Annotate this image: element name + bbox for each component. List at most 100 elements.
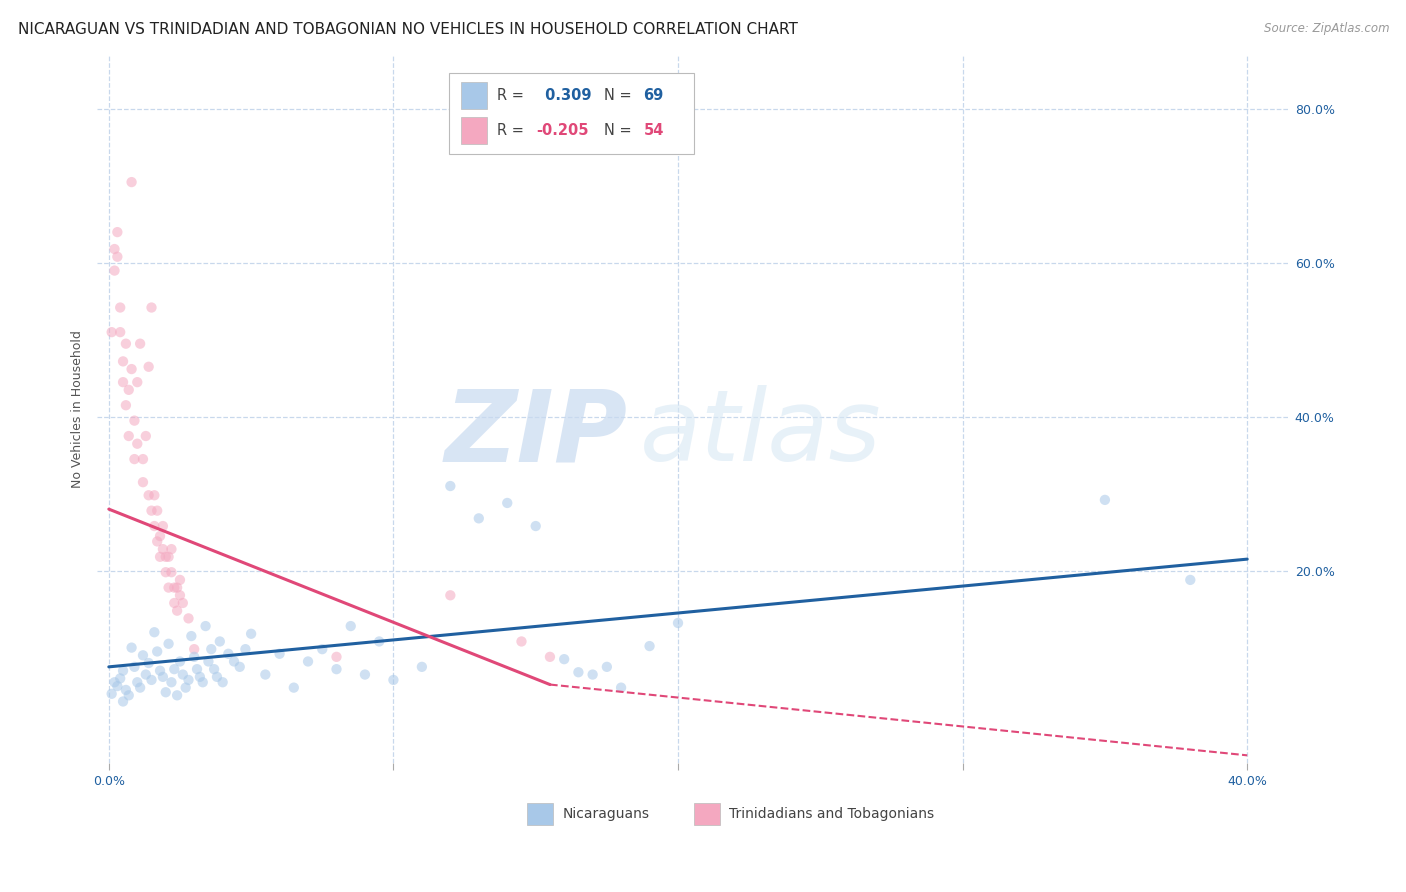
Point — [186, 662, 208, 676]
Point — [103, 263, 125, 277]
Point — [112, 375, 135, 389]
Point — [163, 596, 186, 610]
Bar — [461, 82, 488, 109]
Point — [567, 665, 589, 680]
Point — [174, 681, 197, 695]
Point — [229, 660, 252, 674]
Point — [152, 542, 174, 557]
Point — [208, 634, 231, 648]
Point — [124, 414, 146, 428]
Point — [311, 642, 333, 657]
Point — [468, 511, 491, 525]
Point — [166, 604, 188, 618]
Point — [135, 429, 157, 443]
Point — [129, 681, 152, 695]
Point — [103, 675, 125, 690]
Point — [121, 175, 143, 189]
Point — [141, 503, 163, 517]
Point — [553, 652, 575, 666]
Point — [138, 488, 160, 502]
Text: N =: N = — [605, 88, 637, 103]
Point — [339, 619, 361, 633]
Point — [217, 647, 239, 661]
Point — [157, 637, 180, 651]
Point — [103, 242, 125, 256]
Point — [132, 475, 155, 490]
Point — [160, 542, 183, 557]
Point — [141, 673, 163, 687]
Point — [112, 354, 135, 368]
Point — [121, 362, 143, 376]
Point — [163, 581, 186, 595]
Point — [135, 667, 157, 681]
Point — [169, 588, 191, 602]
Point — [510, 634, 533, 648]
Text: Nicaraguans: Nicaraguans — [562, 807, 650, 821]
Point — [202, 662, 225, 676]
Point — [166, 689, 188, 703]
Point — [496, 496, 519, 510]
Point — [124, 660, 146, 674]
Text: R =: R = — [496, 88, 529, 103]
Point — [582, 667, 605, 681]
Point — [180, 629, 202, 643]
Point — [666, 615, 689, 630]
Point — [197, 655, 219, 669]
Text: 54: 54 — [644, 123, 664, 138]
Text: -0.205: -0.205 — [536, 123, 589, 138]
Point — [127, 436, 149, 450]
Point — [160, 565, 183, 579]
Point — [596, 660, 619, 674]
Text: ZIP: ZIP — [446, 385, 628, 483]
Point — [439, 588, 461, 602]
Point — [149, 529, 172, 543]
Point — [194, 619, 217, 633]
Point — [146, 503, 169, 517]
Point — [141, 301, 163, 315]
Bar — [527, 803, 553, 825]
Point — [100, 325, 122, 339]
Point — [183, 642, 205, 657]
Point — [382, 673, 405, 687]
Point — [138, 359, 160, 374]
Point — [254, 667, 277, 681]
Text: 69: 69 — [644, 88, 664, 103]
Point — [191, 675, 214, 690]
Point — [138, 656, 160, 670]
Point — [127, 375, 149, 389]
Point — [108, 325, 131, 339]
Point — [146, 534, 169, 549]
Point — [160, 675, 183, 690]
Text: 0.309: 0.309 — [540, 88, 592, 103]
Y-axis label: No Vehicles in Household: No Vehicles in Household — [72, 330, 84, 488]
Point — [188, 670, 211, 684]
Point — [100, 687, 122, 701]
Point — [155, 549, 177, 564]
Point — [172, 596, 194, 610]
Point — [124, 452, 146, 467]
Point — [183, 649, 205, 664]
Point — [155, 685, 177, 699]
Point — [146, 644, 169, 658]
Point — [157, 581, 180, 595]
Point — [143, 625, 166, 640]
Text: Trinidadians and Tobagonians: Trinidadians and Tobagonians — [730, 807, 935, 821]
Point — [439, 479, 461, 493]
Point — [115, 682, 138, 697]
Point — [105, 225, 128, 239]
Text: N =: N = — [605, 123, 637, 138]
Point — [157, 549, 180, 564]
Point — [211, 675, 233, 690]
Point — [169, 573, 191, 587]
Point — [297, 655, 319, 669]
Point — [118, 429, 141, 443]
Point — [638, 639, 661, 653]
Point — [538, 649, 561, 664]
Point — [112, 664, 135, 678]
Point — [132, 648, 155, 663]
Point — [118, 689, 141, 703]
Point — [200, 642, 222, 657]
Point — [172, 667, 194, 681]
Point — [524, 519, 547, 533]
Point — [129, 336, 152, 351]
